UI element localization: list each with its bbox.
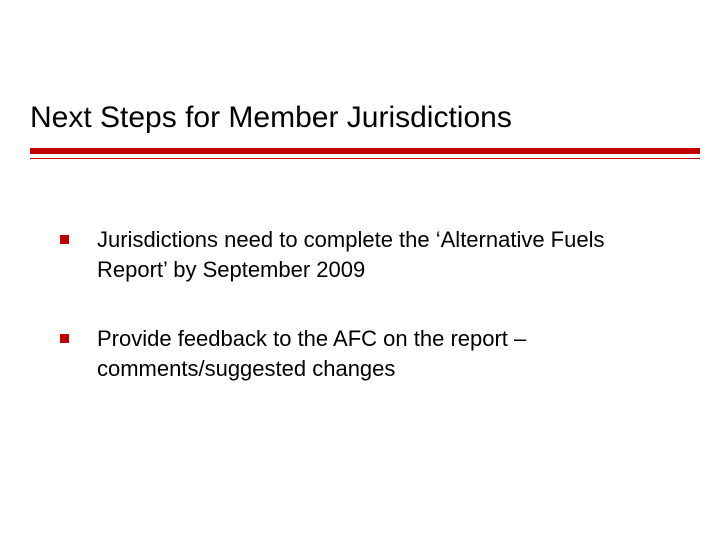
slide: Next Steps for Member Jurisdictions Juri…	[0, 0, 720, 540]
title-underline-thin	[30, 158, 700, 159]
content-area: Jurisdictions need to complete the ‘Alte…	[60, 225, 670, 424]
title-area: Next Steps for Member Jurisdictions	[30, 100, 690, 136]
slide-title: Next Steps for Member Jurisdictions	[30, 100, 690, 136]
title-underline-thick	[30, 148, 700, 154]
square-bullet-icon	[60, 235, 69, 244]
bullet-text: Jurisdictions need to complete the ‘Alte…	[97, 225, 670, 284]
list-item: Jurisdictions need to complete the ‘Alte…	[60, 225, 670, 284]
square-bullet-icon	[60, 334, 69, 343]
bullet-text: Provide feedback to the AFC on the repor…	[97, 324, 670, 383]
list-item: Provide feedback to the AFC on the repor…	[60, 324, 670, 383]
